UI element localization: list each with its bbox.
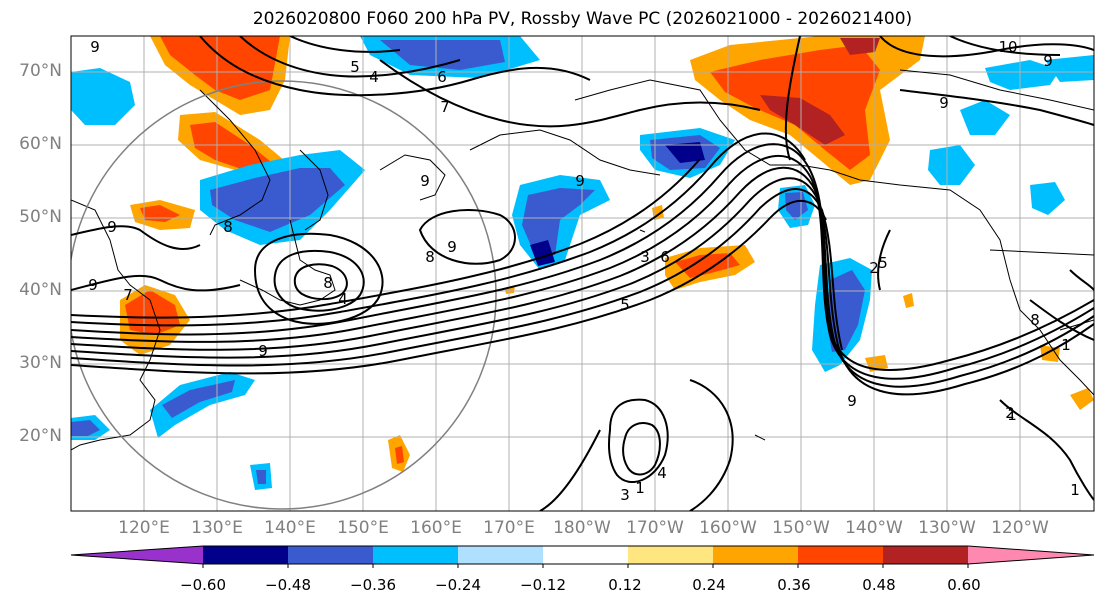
lon-label: 170°W [626,518,684,538]
lon-label: 120°E [118,518,170,538]
lon-label: 160°W [699,518,757,538]
colorbar-swatch [458,546,543,564]
colorbar-tick-label: −0.12 [520,576,566,594]
contour-label: 3 [620,486,630,504]
colorbar-tick-label: −0.48 [265,576,311,594]
contour-label: 1 [1007,406,1017,424]
contour-label: 9 [447,238,457,256]
colorbar-tick-label: 0.12 [608,576,642,594]
lon-label: 120°W [991,518,1049,538]
colorbar-tick-label: 0.36 [777,576,811,594]
colorbar-tick-label: 0.60 [947,576,981,594]
contour-label: 4 [338,290,348,308]
lon-label: 130°W [918,518,976,538]
contour-label: 8 [425,248,435,266]
lon-label: 150°W [772,518,830,538]
contour-label: 6 [437,68,447,86]
contour-label: 5 [620,296,630,314]
contour-label: 4 [657,464,667,482]
lon-label: 160°E [410,518,462,538]
lat-label: 40°N [19,280,62,300]
contour-label: 6 [660,248,670,266]
contour-label: 9 [847,392,857,410]
colorbar-swatch [203,546,288,564]
lon-label: 180°W [553,518,611,538]
colorbar-swatch [373,546,458,564]
lat-label: 20°N [19,426,62,446]
lon-label: 170°E [483,518,535,538]
contour-label: 8 [1030,311,1040,329]
colorbar-tick-label: −0.60 [180,576,226,594]
colorbar-extend-low [71,546,203,564]
lon-label: 140°W [845,518,903,538]
contour-label: 9 [107,218,117,236]
shading-layer [71,36,1094,490]
colorbar-tick-label: −0.24 [435,576,481,594]
contour-label: 9 [1043,52,1053,70]
map-panel [71,36,1094,511]
region-circle [71,80,497,510]
lat-label: 30°N [19,353,62,373]
contour-label: 5 [350,58,360,76]
colorbar-extend-high [968,546,1094,564]
contour-label: 7 [123,286,133,304]
contour-label: 9 [575,172,585,190]
map-frame [70,35,1095,512]
contour-label: 3 [640,248,650,266]
contour-label: 1 [1070,481,1080,499]
lon-label: 130°E [191,518,243,538]
lon-label: 150°E [337,518,389,538]
contour-label: 2 [869,259,879,277]
lon-label: 140°E [264,518,316,538]
colorbar-tick-label: 0.24 [692,576,726,594]
contour-label: 8 [223,218,233,236]
contour-label: 10 [998,38,1017,56]
lat-label: 60°N [19,134,62,154]
contour-label: 1 [635,479,645,497]
contour-label: 5 [878,254,888,272]
lat-label: 70°N [19,61,62,81]
colorbar [70,545,1095,568]
contour-label: 2 [1005,404,1015,422]
contour-label: 4 [369,68,379,86]
contour-label: 1 [1061,336,1071,354]
graticule [71,36,1094,511]
colorbar-swatch [628,546,713,564]
colorbar-swatch [883,546,968,564]
contour-label: 9 [258,342,268,360]
contour-label: 9 [939,94,949,112]
contour-label: 8 [323,274,333,292]
colorbar-tick-label: −0.36 [350,576,396,594]
chart-title: 2026020800 F060 200 hPa PV, Rossby Wave … [252,9,913,29]
colorbar-swatch [543,546,628,564]
contour-label: 9 [420,172,430,190]
contour-label: 7 [440,98,450,116]
coastlines [71,69,1094,451]
colorbar-swatch [798,546,883,564]
colorbar-tick-label: 0.48 [862,576,896,594]
contour-label: 9 [90,38,100,56]
contour-label: 9 [88,276,98,294]
pv-contours [71,36,1094,511]
colorbar-swatch [288,546,373,564]
colorbar-swatch [713,546,798,564]
lat-label: 50°N [19,207,62,227]
